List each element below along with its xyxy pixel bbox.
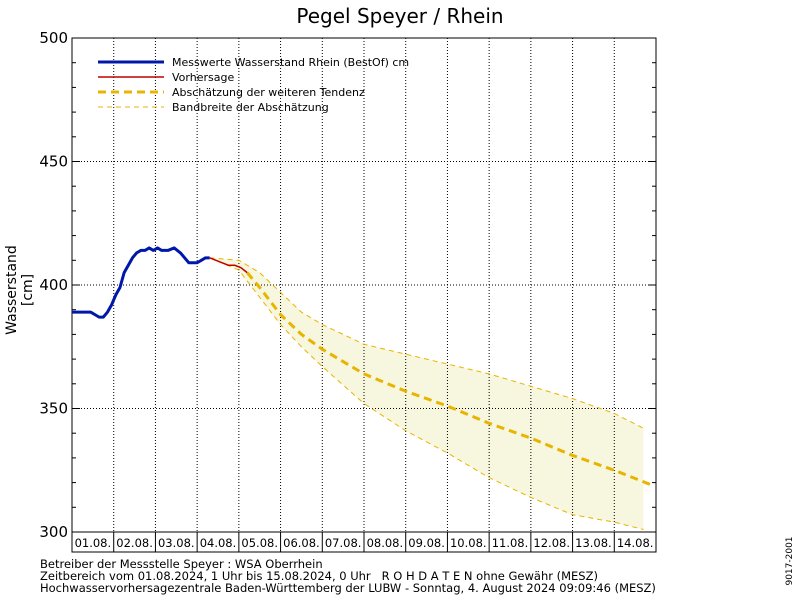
footer-publisher: Hochwasservorhersagezentrale Baden-Württ… <box>40 581 656 595</box>
band-lower-line <box>209 257 644 531</box>
legend-label: Abschätzung der weiteren Tendenz <box>172 86 365 99</box>
legend-label: Bandbreite der Abschätzung <box>172 101 329 114</box>
x-tick-label: 01.08. <box>75 536 112 550</box>
x-tick-label: 14.08. <box>617 536 654 550</box>
series-line-1 <box>209 257 248 274</box>
x-tick-label: 10.08. <box>450 536 487 550</box>
y-tick-label: 350 <box>39 400 68 418</box>
band-fill <box>209 257 644 530</box>
image-id: 9017-2001 <box>785 536 795 586</box>
series-line-0 <box>72 246 210 319</box>
footer-operator: Betreiber der Messstelle Speyer : WSA Ob… <box>40 557 323 571</box>
y-tick-label: 400 <box>39 276 68 294</box>
x-tick-label: 02.08. <box>116 536 153 550</box>
x-tick-label: 04.08. <box>200 536 237 550</box>
x-tick-label: 03.08. <box>158 536 195 550</box>
x-tick-label: 09.08. <box>408 536 445 550</box>
x-tick-label: 12.08. <box>533 536 570 550</box>
band-upper-line <box>209 257 644 429</box>
x-tick-label: 07.08. <box>325 536 362 550</box>
y-tick-label: 500 <box>39 29 68 47</box>
chart-title: Pegel Speyer / Rhein <box>296 4 504 28</box>
x-tick-label: 13.08. <box>575 536 612 550</box>
x-tick-label: 06.08. <box>283 536 320 550</box>
legend-label: Messwerte Wasserstand Rhein (BestOf) cm <box>172 56 409 69</box>
legend: Messwerte Wasserstand Rhein (BestOf) cm V… <box>98 56 409 114</box>
x-tick-label: 05.08. <box>241 536 278 550</box>
legend-label: Vorhersage <box>172 71 234 84</box>
series-line-2 <box>246 271 653 487</box>
footer-time-range: Zeitbereich vom 01.08.2024, 1 Uhr bis 15… <box>40 569 598 583</box>
y-tick-label: 450 <box>39 153 68 171</box>
x-tick-label: 11.08. <box>492 536 529 550</box>
y-tick-label: 300 <box>39 523 68 541</box>
x-tick-label: 08.08. <box>367 536 404 550</box>
